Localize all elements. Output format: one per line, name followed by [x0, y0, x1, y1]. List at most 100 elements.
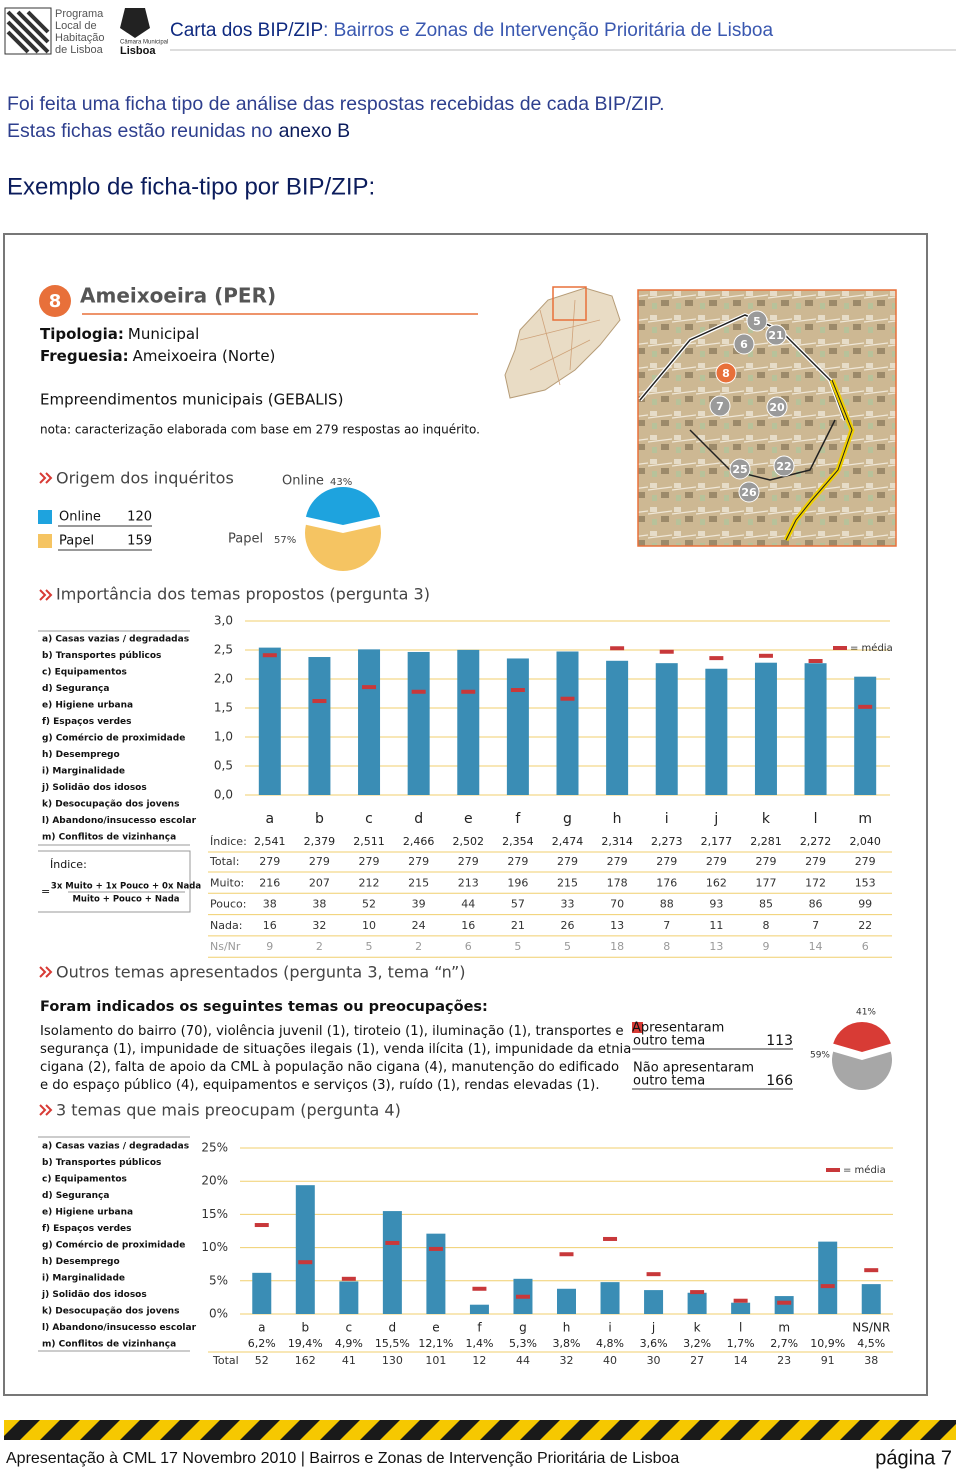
table-cell: 38: [263, 898, 277, 911]
bar: [295, 1185, 315, 1314]
map-marker: [733, 333, 755, 355]
table-cell: 18: [610, 940, 624, 953]
value: Ameixoeira (Norte): [133, 347, 276, 365]
formula-den: Muito + Pouco + Nada: [72, 895, 179, 905]
x-tick-label: a: [258, 1321, 265, 1335]
media-marker: [646, 1272, 661, 1277]
media-marker: [298, 1260, 313, 1265]
table-cell: 279: [259, 855, 280, 868]
value-label: 2,177: [701, 835, 733, 848]
media-marker: [461, 689, 476, 694]
pie-slice: [831, 1051, 892, 1090]
theme-item: g) Comércio de proximidade: [42, 1240, 185, 1251]
table-cell: 279: [656, 855, 677, 868]
media-marker: [262, 653, 277, 658]
sheet-note: nota: caracterização elaborada com base …: [40, 423, 480, 437]
legend-label: Não apresentaram: [633, 1061, 754, 1076]
row-label: Ns/Nr: [210, 940, 241, 953]
table-cell: 23: [777, 1354, 791, 1367]
legend-label: Apresentaram: [632, 1021, 724, 1036]
table-cell: 279: [359, 855, 380, 868]
theme-item: d) Segurança: [42, 684, 109, 694]
header-title: Carta dos BIP/ZIP: Bairros e Zonas de In…: [170, 20, 773, 41]
table-cell: 24: [412, 919, 426, 932]
pie-value-label: 59%: [810, 1051, 830, 1061]
theme-item: k) Desocupação dos jovens: [42, 1307, 179, 1317]
logo-text: de Lisboa: [55, 44, 104, 56]
label: Tipologia:: [40, 325, 124, 343]
bar: [252, 1272, 272, 1314]
table-cell: 216: [259, 876, 280, 889]
intro-link: anexo B: [279, 120, 351, 142]
table-cell: 162: [295, 1354, 316, 1367]
theme-item: j) Solidão dos idosos: [41, 783, 147, 793]
table-cell: 44: [516, 1354, 530, 1367]
bar: [705, 668, 728, 795]
value-label: 6,2%: [248, 1337, 276, 1350]
table-cell: 7: [663, 919, 670, 932]
table-cell: 178: [607, 876, 628, 889]
value-label: 5,3%: [509, 1337, 537, 1350]
map-marker-label: 8: [722, 367, 730, 380]
media-marker: [515, 1294, 530, 1299]
x-tick-label: k: [762, 811, 771, 827]
map-marker: [773, 455, 795, 477]
bar: [457, 649, 480, 795]
y-tick-label: 2,5: [214, 643, 233, 657]
pie-slice: [304, 524, 381, 571]
cml-text: Câmara Municipal: [120, 40, 168, 46]
table-cell: 6: [465, 940, 472, 953]
table-cell: 26: [561, 919, 575, 932]
theme-item: j) Solidão dos idosos: [41, 1290, 147, 1300]
bar: [600, 1282, 620, 1314]
legend-label: = média: [850, 642, 893, 654]
map-marker-label: 7: [716, 400, 724, 413]
logo: [4, 7, 150, 55]
section-heading: Exemplo de ficha-tipo por BIP/ZIP:: [7, 173, 375, 200]
page-number: página 7: [875, 1447, 952, 1469]
bar: [258, 647, 281, 795]
intro-text: Foi feita uma ficha tipo de análise das …: [7, 93, 665, 115]
legend-swatch: [38, 510, 52, 524]
pie-slice: [833, 1022, 891, 1052]
x-tick-label: l: [814, 811, 818, 827]
table-cell: 8: [663, 940, 670, 953]
x-tick-label: e: [464, 811, 473, 827]
table-cell: 101: [425, 1354, 446, 1367]
map-marker: [709, 395, 731, 417]
x-tick-label: m: [858, 811, 872, 827]
x-tick-label: f: [515, 811, 521, 827]
value-label: 2,474: [552, 835, 584, 848]
sheet-number: 8: [49, 291, 62, 312]
table-cell: 22: [858, 919, 872, 932]
table-cell: 85: [759, 898, 773, 911]
media-marker: [858, 704, 873, 709]
y-tick-label: 20%: [201, 1174, 228, 1188]
legend-swatch: [632, 1022, 643, 1033]
value-label: 2,354: [502, 835, 534, 848]
sheet-parish: Freguesia: Ameixoeira (Norte): [40, 347, 275, 365]
media-marker: [610, 646, 625, 651]
y-tick-label: 3,0: [214, 614, 233, 628]
logo-text: Local de: [55, 20, 97, 32]
bar: [854, 676, 877, 795]
table-cell: 41: [342, 1354, 356, 1367]
table-cell: 88: [660, 898, 674, 911]
bar: [308, 657, 331, 795]
media-marker: [820, 1284, 835, 1289]
media-marker: [428, 1246, 443, 1251]
table-cell: 7: [812, 919, 819, 932]
table-cell: 33: [561, 898, 575, 911]
value: Municipal: [128, 325, 199, 343]
map-marker-label: 20: [769, 401, 785, 414]
table-cell: 70: [610, 898, 624, 911]
media-marker: [312, 699, 327, 704]
value-label: 2,541: [254, 835, 286, 848]
theme-item: i) Marginalidade: [42, 767, 125, 777]
bar: [606, 660, 629, 795]
x-tick-label: e: [432, 1321, 439, 1335]
y-tick-label: 0%: [209, 1307, 228, 1321]
y-tick-label: 1,0: [214, 730, 233, 744]
value-label: 3,2%: [683, 1337, 711, 1350]
media-marker: [341, 1276, 356, 1281]
